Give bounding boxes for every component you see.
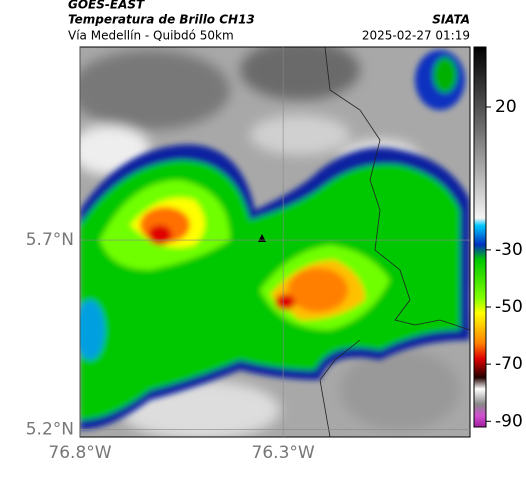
source: SIATA (432, 13, 470, 27)
satellite: GOES-EAST (68, 0, 145, 12)
colorbar (473, 46, 487, 428)
satellite-image (80, 47, 470, 437)
colorbar-tick-label: 20 (495, 97, 517, 117)
lon-tick-label: 76.8°W (48, 443, 111, 463)
product: Temperatura de Brillo CH13 (68, 13, 255, 27)
lon-tick-label: 76.3°W (252, 443, 315, 463)
colorbar-tick-label: -30 (495, 240, 523, 260)
lat-tick-label: 5.2°N (26, 419, 74, 439)
colorbar-tick-label: -70 (495, 354, 523, 374)
timestamp: 2025-02-27 01:19 (362, 29, 470, 43)
colorbar-tick-label: -50 (495, 297, 523, 317)
region: Vía Medellín - Quibdó 50km (68, 29, 234, 43)
colorbar-tick-label: -90 (495, 411, 523, 431)
lat-tick-label: 5.7°N (26, 230, 74, 250)
